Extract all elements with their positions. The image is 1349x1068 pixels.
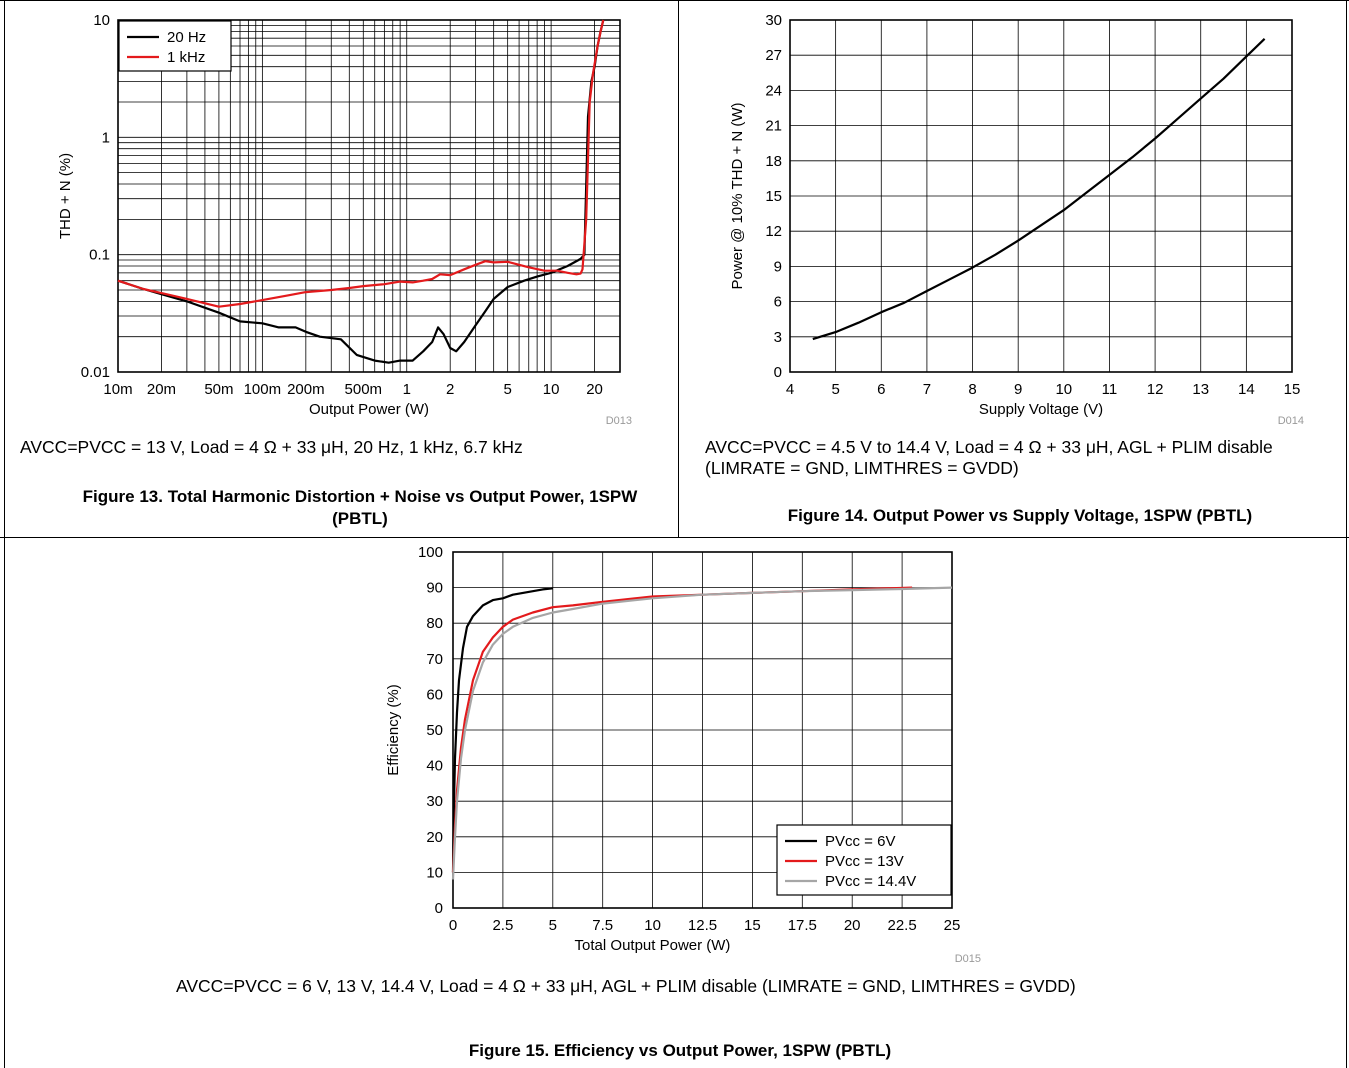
chart2-y-axis-label: Power @ 10% THD + N (W) xyxy=(729,102,746,289)
chart1-ytick-label: 10 xyxy=(93,12,110,29)
chart3-legend-label-0: PVcc = 6V xyxy=(825,833,895,850)
chart3-ytick-label: 40 xyxy=(426,758,443,775)
chart2-series-0-line xyxy=(812,38,1266,341)
chart1-xtick-label: 50m xyxy=(204,381,233,398)
chart1-xtick-label: 10m xyxy=(103,381,132,398)
chart3-legend-label-1: PVcc = 13V xyxy=(825,853,904,870)
chart2-xtick-label: 10 xyxy=(1055,381,1072,398)
chart3-ytick-label: 30 xyxy=(426,793,443,810)
chart3-ytick-label: 20 xyxy=(426,829,443,846)
chart1-ytick-label: 0.01 xyxy=(81,364,110,381)
chart2-ytick-label: 12 xyxy=(765,223,782,240)
chart1-x-axis-label: Output Power (W) xyxy=(309,401,429,418)
figure14-caption: Figure 14. Output Power vs Supply Voltag… xyxy=(787,506,1253,525)
chart3-legend-label-2: PVcc = 14.4V xyxy=(825,873,916,890)
chart1-plot-frame xyxy=(117,19,621,373)
chart1-ytick-label: 1 xyxy=(102,129,110,146)
frame-left-border xyxy=(4,0,5,1068)
chart3-xtick-label: 25 xyxy=(944,917,961,934)
chart1-xtick-label: 200m xyxy=(287,381,325,398)
chart1-series-1-line xyxy=(117,19,605,308)
chart2-code-label: D014 xyxy=(1278,415,1304,427)
chart3-ytick-label: 80 xyxy=(426,615,443,632)
chart1-legend-label-0: 20 Hz xyxy=(167,29,206,46)
chart3-xtick-label: 22.5 xyxy=(887,917,916,934)
chart3-ytick-label: 100 xyxy=(418,544,443,561)
chart2-x-axis-label: Supply Voltage (V) xyxy=(979,401,1103,418)
chart1-xtick-label: 10 xyxy=(543,381,560,398)
chart3-ytick-label: 70 xyxy=(426,651,443,668)
chart2-ytick-label: 27 xyxy=(765,47,782,64)
chart3-y-axis-label: Efficiency (%) xyxy=(385,684,402,775)
chart3-code-label: D015 xyxy=(955,953,981,965)
chart1-legend-label-1: 1 kHz xyxy=(167,49,205,66)
chart3-ytick-label: 50 xyxy=(426,722,443,739)
chart2-ytick-label: 3 xyxy=(774,329,782,346)
frame-vertical-divider xyxy=(678,0,679,537)
chart1-xtick-label: 100m xyxy=(244,381,282,398)
figure15-conditions: AVCC=PVCC = 6 V, 13 V, 14.4 V, Load = 4 … xyxy=(176,976,1076,996)
figure15-caption: Figure 15. Efficiency vs Output Power, 1… xyxy=(468,1041,892,1060)
frame-horizontal-divider xyxy=(0,537,1349,538)
chart3-series-2-line xyxy=(451,586,953,880)
chart2-xtick-label: 12 xyxy=(1147,381,1164,398)
figure13-conditions: AVCC=PVCC = 13 V, Load = 4 Ω + 33 μH, 20… xyxy=(20,437,523,457)
chart3-x-axis-label: Total Output Power (W) xyxy=(575,937,731,954)
chart3-ytick-label: 90 xyxy=(426,580,443,597)
chart1-xtick-label: 500m xyxy=(345,381,383,398)
chart2-xtick-label: 14 xyxy=(1238,381,1255,398)
chart2-ytick-label: 21 xyxy=(765,118,782,135)
chart3-xtick-label: 10 xyxy=(644,917,661,934)
chart3-xtick-label: 5 xyxy=(549,917,557,934)
chart2-xtick-label: 8 xyxy=(968,381,976,398)
chart1-xtick-label: 1 xyxy=(403,381,411,398)
chart1-ytick-label: 0.1 xyxy=(89,247,110,264)
chart3-xtick-label: 0 xyxy=(449,917,457,934)
chart2-ytick-label: 18 xyxy=(765,153,782,170)
chart3-xtick-label: 17.5 xyxy=(788,917,817,934)
chart3-xtick-label: 2.5 xyxy=(492,917,513,934)
chart2-xtick-label: 6 xyxy=(877,381,885,398)
chart3-ytick-label: 0 xyxy=(435,900,443,917)
chart3-xtick-label: 15 xyxy=(744,917,761,934)
figure13-caption: Figure 13. Total Harmonic Distortion + N… xyxy=(82,487,638,528)
chart1-y-axis-label: THD + N (%) xyxy=(57,153,74,239)
chart2-ytick-label: 0 xyxy=(774,364,782,381)
chart2-xtick-label: 5 xyxy=(831,381,839,398)
chart3-ytick-label: 60 xyxy=(426,686,443,703)
chart1-xtick-label: 20m xyxy=(147,381,176,398)
figure14-conditions: AVCC=PVCC = 4.5 V to 14.4 V, Load = 4 Ω … xyxy=(705,437,1273,478)
chart2-xtick-label: 13 xyxy=(1192,381,1209,398)
chart3-series-0-line xyxy=(451,587,553,873)
chart2-ytick-label: 30 xyxy=(765,12,782,29)
chart2-ytick-label: 15 xyxy=(765,188,782,205)
chart3-xtick-label: 7.5 xyxy=(592,917,613,934)
chart2-xtick-label: 15 xyxy=(1284,381,1301,398)
chart2-xtick-label: 11 xyxy=(1102,381,1118,398)
chart1-xtick-label: 20 xyxy=(586,381,603,398)
chart2-ytick-label: 9 xyxy=(774,258,782,275)
chart2-ytick-label: 24 xyxy=(765,82,782,99)
chart1-legend xyxy=(118,20,232,72)
frame-right-border xyxy=(1346,0,1347,1068)
chart3-plot-frame xyxy=(452,551,953,909)
chart2-ytick-label: 6 xyxy=(774,294,782,311)
chart1-xtick-label: 5 xyxy=(503,381,511,398)
chart1-xtick-label: 2 xyxy=(446,381,454,398)
chart2-plot-frame xyxy=(789,19,1293,373)
chart2-xtick-label: 7 xyxy=(923,381,931,398)
chart2-xtick-label: 9 xyxy=(1014,381,1022,398)
chart3-xtick-label: 20 xyxy=(844,917,861,934)
chart3-ytick-label: 10 xyxy=(426,864,443,881)
chart1-code-label: D013 xyxy=(606,415,632,427)
frame-top-divider xyxy=(0,0,1349,1)
chart3-xtick-label: 12.5 xyxy=(688,917,717,934)
chart2-xtick-label: 4 xyxy=(786,381,794,398)
